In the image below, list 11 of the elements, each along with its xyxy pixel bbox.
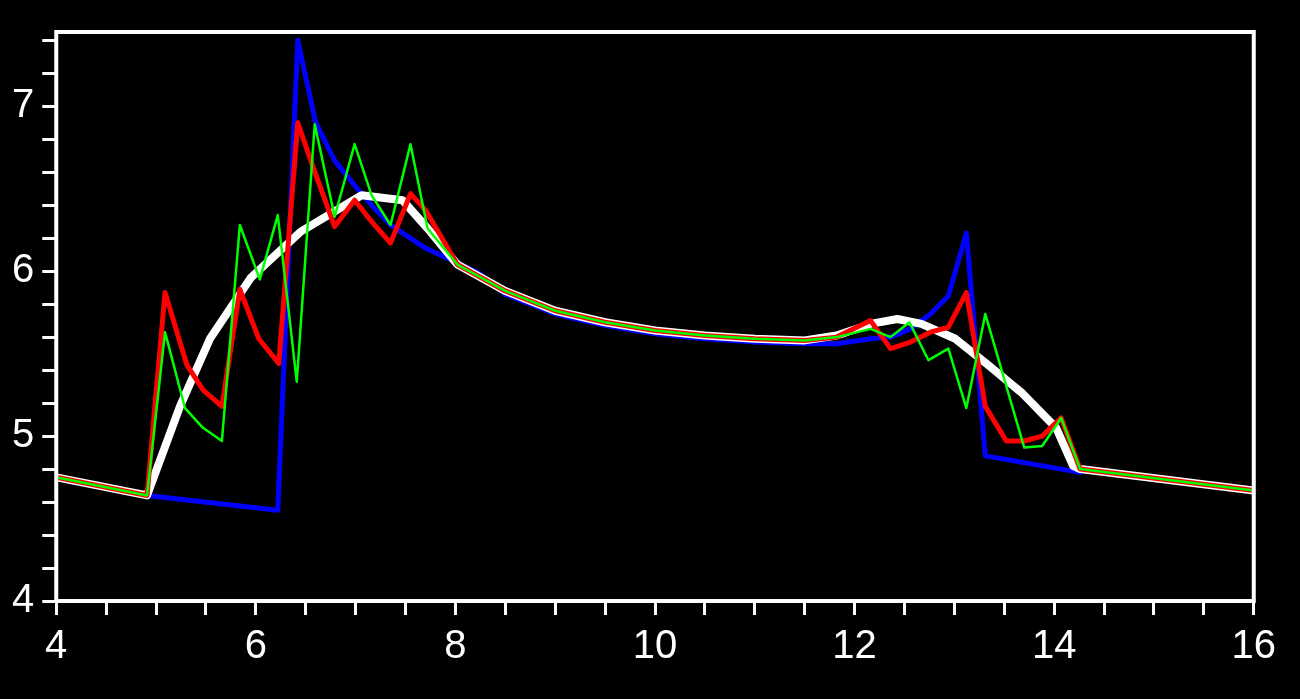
x-tick-label: 14	[1031, 622, 1077, 667]
y-tick-label: 6	[12, 246, 35, 291]
x-tick-label: 12	[832, 622, 877, 667]
x-tick-label: 8	[444, 622, 467, 667]
x-tick-label: 16	[1231, 622, 1276, 667]
y-tick-label: 5	[12, 411, 35, 456]
x-tick-label: 10	[632, 622, 678, 667]
x-tick-label: 4	[45, 622, 68, 667]
y-tick-label: 4	[12, 576, 35, 621]
x-tick-label: 6	[244, 622, 267, 667]
y-tick-label: 7	[12, 81, 35, 126]
